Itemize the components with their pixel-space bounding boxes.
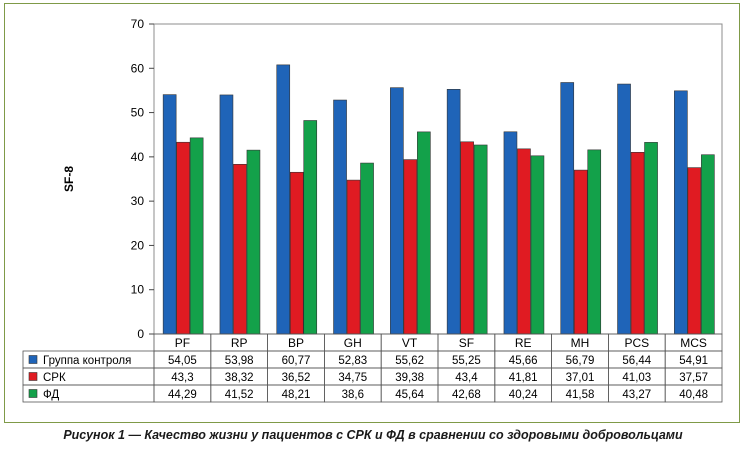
bar — [617, 83, 631, 335]
bar — [460, 141, 474, 335]
data-label: 52,83 — [338, 355, 367, 367]
bar — [189, 137, 204, 335]
data-label: 43,3 — [171, 372, 193, 384]
y-tick-label: 70 — [131, 17, 145, 31]
bar — [276, 64, 291, 335]
category-label: RE — [515, 336, 532, 350]
data-label: 54,91 — [679, 355, 708, 367]
legend-swatch — [28, 372, 38, 381]
category-label: MCS — [680, 336, 707, 350]
data-label: 41,81 — [509, 372, 538, 384]
category-label: PCS — [624, 336, 649, 350]
category-label: SF — [459, 336, 474, 350]
data-label: 41,52 — [225, 389, 254, 401]
bar — [573, 169, 588, 335]
data-label: 38,32 — [225, 372, 254, 384]
category-label: VT — [402, 336, 418, 350]
category-label: BP — [288, 336, 304, 350]
category-label: GH — [344, 336, 362, 350]
bar — [687, 167, 702, 335]
data-label: 45,66 — [509, 355, 538, 367]
bar — [176, 141, 190, 335]
bar — [303, 120, 318, 335]
bar — [503, 131, 518, 335]
data-label: 41,58 — [566, 389, 595, 401]
data-label: 38,6 — [342, 389, 364, 401]
bar — [333, 99, 347, 335]
data-label: 42,68 — [452, 389, 481, 401]
data-label: 43,27 — [622, 389, 651, 401]
data-label: 56,79 — [566, 355, 595, 367]
bar — [530, 155, 545, 335]
bar — [560, 82, 575, 335]
legend-swatch — [28, 355, 38, 364]
bar — [360, 162, 374, 335]
bar — [517, 148, 531, 335]
bar — [289, 171, 304, 335]
data-label: 40,24 — [509, 389, 538, 401]
category-label: MH — [571, 336, 590, 350]
table-cell — [664, 384, 723, 403]
data-label: 45,64 — [395, 389, 424, 401]
data-label: 60,77 — [282, 355, 311, 367]
data-label: 56,44 — [622, 355, 651, 367]
data-label: 54,05 — [168, 355, 197, 367]
y-tick-label: 40 — [131, 150, 145, 164]
legend-label: ФД — [43, 389, 59, 401]
y-axis-label: SF-8 — [62, 166, 76, 192]
bar — [674, 90, 688, 335]
category-label: RP — [231, 336, 248, 350]
bar — [630, 151, 645, 335]
data-label: 43,4 — [455, 372, 478, 384]
y-tick-label: 30 — [131, 194, 145, 208]
data-label: 36,52 — [282, 372, 311, 384]
data-label: 37,57 — [679, 372, 708, 384]
legend-swatch — [28, 389, 38, 398]
bar-chart: 0 10 20 30 40 50 60 70 SF-8 PF RP BP GH VT SF RE MH PCS MC… — [22, 17, 723, 403]
legend-label: Группа контроля — [43, 355, 131, 367]
y-tick-label: 60 — [131, 61, 145, 75]
bar — [346, 179, 361, 335]
data-label: 40,48 — [679, 389, 708, 401]
bar — [162, 94, 177, 335]
bar — [446, 89, 461, 335]
bar — [390, 87, 404, 335]
chart-frame: 0 10 20 30 40 50 60 70 SF-8 PF RP BP GH VT SF RE MH PCS MC… — [4, 3, 740, 423]
figure-caption: Рисунок 1 — Качество жизни у пациентов с… — [63, 428, 683, 442]
data-label: 44,29 — [168, 389, 197, 401]
data-label: 34,75 — [338, 372, 367, 384]
data-label: 55,25 — [452, 355, 481, 367]
data-label: 48,21 — [282, 389, 311, 401]
bar — [587, 149, 602, 335]
bar — [644, 142, 658, 335]
bar — [233, 163, 247, 335]
bar — [219, 94, 234, 335]
category-label: PF — [175, 336, 190, 350]
bar — [473, 144, 488, 335]
y-tick-label: 20 — [131, 238, 145, 252]
bar — [701, 154, 715, 335]
legend-label: СРК — [43, 372, 66, 384]
bar — [417, 131, 431, 335]
data-label: 37,01 — [566, 372, 595, 384]
y-tick-label: 50 — [131, 106, 145, 120]
data-label: 41,03 — [622, 372, 651, 384]
bar — [403, 159, 418, 335]
y-tick-label: 10 — [131, 283, 145, 297]
data-label: 39,38 — [395, 372, 424, 384]
data-label: 53,98 — [225, 355, 254, 367]
y-tick-label: 0 — [137, 327, 144, 341]
bar — [246, 149, 261, 335]
data-label: 55,62 — [395, 355, 424, 367]
